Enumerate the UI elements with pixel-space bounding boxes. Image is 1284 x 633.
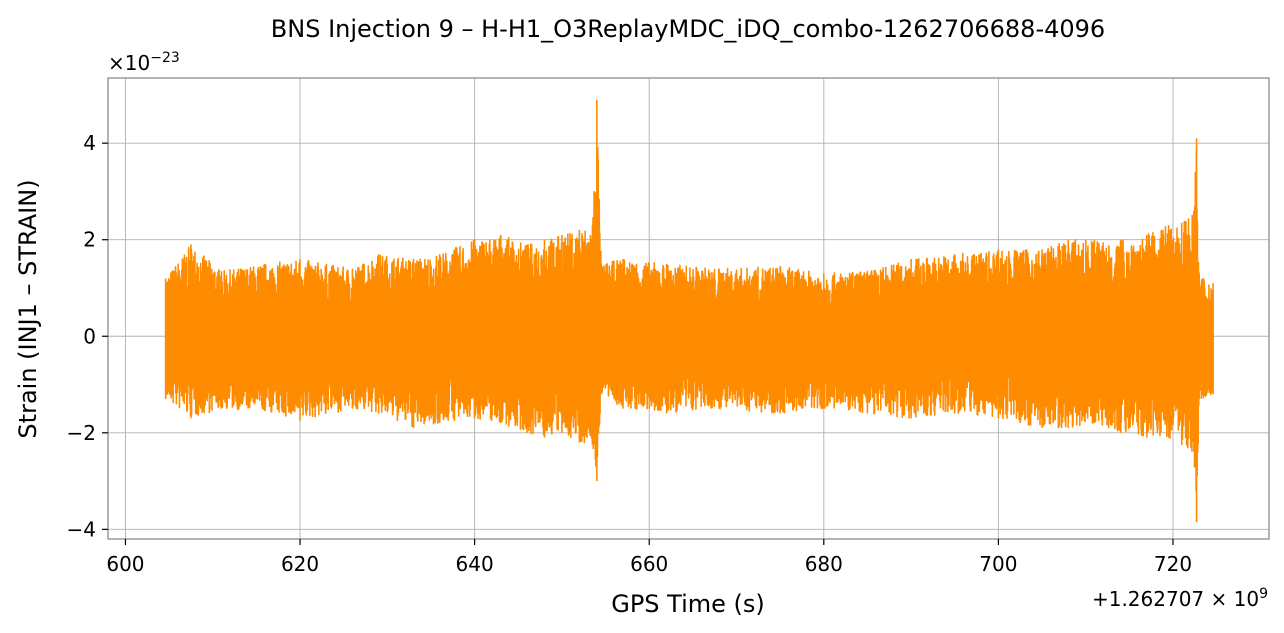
y-scale-label: ×10−23 [108, 50, 180, 75]
y-scale-exponent: −23 [150, 50, 180, 66]
x-offset-label: +1.262707 × 109 [1092, 586, 1268, 611]
x-offset-base: +1.262707 × 10 [1092, 587, 1259, 611]
plot-data [164, 99, 1214, 523]
x-axis-ticks: 600 620 640 660 680 700 720 [106, 539, 1192, 576]
y-tick-label: −4 [67, 517, 96, 541]
svg-text:×10−23: ×10−23 [108, 50, 180, 75]
x-tick-label: 660 [630, 552, 668, 576]
y-tick-label: 0 [83, 324, 96, 348]
y-tick-label: 4 [83, 131, 96, 155]
x-offset-exponent: 9 [1259, 586, 1268, 602]
plot-frame [107, 77, 1270, 540]
x-tick-label: 680 [805, 552, 843, 576]
y-scale-base: ×10 [108, 51, 150, 75]
x-axis-label: GPS Time (s) [611, 590, 765, 618]
y-tick-label: −2 [67, 421, 96, 445]
x-tick-label: 600 [106, 552, 144, 576]
chart-title: BNS Injection 9 – H-H1_O3ReplayMDC_iDQ_c… [271, 15, 1105, 43]
y-axis-label: Strain (INJ1 – STRAIN) [14, 179, 42, 438]
svg-text:+1.262707 × 109: +1.262707 × 109 [1092, 586, 1268, 611]
y-tick-label: 2 [83, 228, 96, 252]
y-axis-ticks: −4 −2 0 2 4 [67, 131, 108, 541]
x-tick-label: 620 [281, 552, 319, 576]
x-tick-label: 640 [456, 552, 494, 576]
x-tick-label: 720 [1154, 552, 1192, 576]
x-tick-label: 700 [979, 552, 1017, 576]
strain-series-line [164, 99, 1214, 523]
